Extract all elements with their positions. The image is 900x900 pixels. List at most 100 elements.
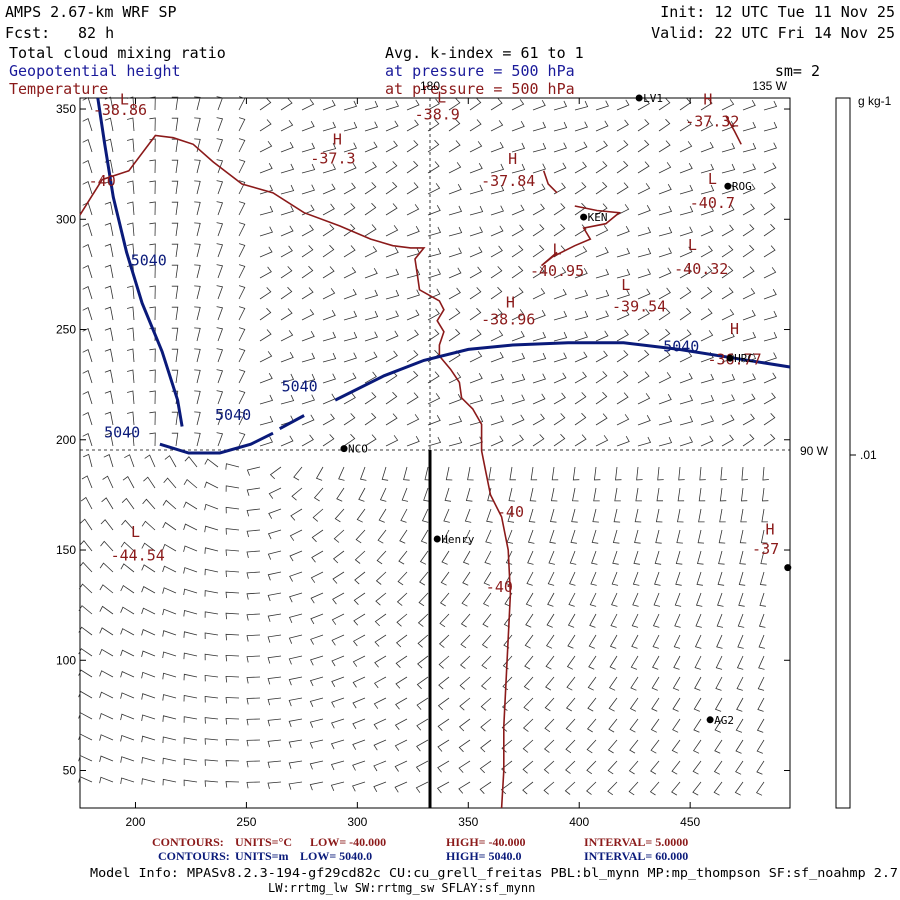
wind-barb bbox=[427, 161, 440, 174]
wind-barb bbox=[757, 697, 765, 712]
wind-barb bbox=[280, 184, 295, 195]
wind-barb bbox=[280, 142, 294, 153]
wind-barb bbox=[78, 733, 93, 741]
wind-barb bbox=[183, 758, 198, 765]
wind-barb bbox=[595, 310, 609, 321]
wind-barb bbox=[171, 138, 179, 153]
wind-barb bbox=[544, 697, 555, 712]
wind-barb bbox=[104, 222, 114, 237]
wind-barb bbox=[121, 497, 135, 510]
wind-barb bbox=[406, 204, 420, 216]
wind-barb bbox=[356, 508, 366, 523]
wind-barb bbox=[613, 508, 621, 523]
wind-barb bbox=[394, 718, 408, 731]
wind-barb bbox=[301, 265, 314, 279]
model-title: AMPS 2.67-km WRF SP bbox=[5, 3, 177, 21]
wind-barb bbox=[742, 266, 755, 279]
wind-barb bbox=[480, 676, 492, 690]
wind-barb bbox=[505, 550, 513, 565]
wind-barb bbox=[448, 98, 461, 111]
wind-barb bbox=[322, 244, 335, 258]
wind-barb bbox=[737, 634, 744, 649]
wind-barb bbox=[511, 224, 524, 237]
wind-barb bbox=[759, 592, 766, 607]
wind-barb bbox=[652, 634, 660, 649]
wind-barb bbox=[99, 562, 114, 573]
height-contour-label: 5040 bbox=[282, 377, 318, 395]
wind-barb bbox=[427, 436, 442, 447]
wind-barb bbox=[591, 550, 598, 565]
wind-barb bbox=[104, 201, 114, 216]
wind-barb bbox=[742, 142, 757, 153]
wind-barb bbox=[679, 436, 693, 447]
wind-barb bbox=[79, 540, 93, 552]
wind-barb bbox=[721, 163, 736, 174]
wind-barb bbox=[490, 435, 504, 447]
wind-barb bbox=[632, 592, 639, 607]
x-tick-label: 400 bbox=[569, 815, 589, 829]
station-label: LV1 bbox=[643, 92, 663, 105]
wind-barb bbox=[162, 757, 177, 765]
wind-barb bbox=[547, 592, 555, 607]
wind-barb bbox=[616, 247, 631, 258]
wind-barb bbox=[225, 612, 240, 620]
wind-barb bbox=[312, 508, 324, 522]
field-geopotential-height: Geopotential height bbox=[9, 62, 181, 80]
wind-barb bbox=[238, 117, 246, 132]
wind-barb bbox=[120, 777, 135, 784]
wind-barb bbox=[403, 466, 410, 481]
wind-barb bbox=[120, 563, 135, 573]
wind-barb bbox=[574, 100, 589, 111]
wind-barb bbox=[511, 163, 526, 174]
x-tick-label: 300 bbox=[347, 815, 367, 829]
wind-barb bbox=[565, 739, 576, 754]
wind-barb bbox=[385, 247, 399, 258]
wind-barb bbox=[141, 520, 156, 531]
wind-barb bbox=[679, 287, 692, 300]
wind-barb bbox=[546, 613, 555, 628]
wind-barb bbox=[334, 508, 345, 523]
wind-barb bbox=[588, 634, 597, 649]
wind-barb bbox=[658, 394, 672, 405]
wind-barb bbox=[522, 718, 534, 732]
wind-barb bbox=[721, 224, 734, 237]
station-dot bbox=[784, 564, 792, 572]
wind-barb bbox=[238, 432, 246, 447]
wind-barb bbox=[553, 310, 568, 321]
footer-low: LOW= -40.000 bbox=[310, 835, 386, 849]
y-tick-label: 300 bbox=[56, 212, 76, 226]
wind-barb bbox=[259, 266, 272, 279]
wind-barb bbox=[511, 352, 526, 363]
wind-barb bbox=[592, 508, 599, 523]
wind-barb bbox=[194, 432, 201, 447]
wind-barb bbox=[508, 487, 515, 502]
wind-barb bbox=[126, 96, 135, 111]
wind-barb bbox=[288, 697, 303, 707]
wind-barb bbox=[524, 634, 534, 649]
wind-barb bbox=[99, 712, 114, 720]
wind-barb bbox=[553, 100, 568, 111]
wind-barb bbox=[700, 98, 713, 111]
wind-barb bbox=[586, 718, 597, 733]
wind-barb bbox=[486, 508, 493, 523]
wind-barb bbox=[267, 529, 282, 540]
wind-barb bbox=[655, 508, 663, 523]
wind-barb bbox=[385, 140, 398, 153]
wind-barb bbox=[183, 588, 198, 596]
wind-barb bbox=[658, 350, 671, 363]
wind-barb bbox=[532, 288, 546, 300]
wind-barb bbox=[742, 244, 755, 258]
wind-barb bbox=[238, 327, 246, 342]
wind-barb bbox=[216, 369, 224, 384]
wind-barb bbox=[149, 306, 156, 321]
wind-barb bbox=[104, 285, 114, 300]
wind-barb bbox=[171, 411, 179, 426]
wind-barb bbox=[322, 183, 336, 195]
model-info-radiation: LW:rrtmg_lw SW:rrtmg_sw SFLAY:sf_mynn bbox=[268, 881, 535, 895]
wind-barb bbox=[355, 529, 366, 544]
extremum-value: -37 bbox=[752, 540, 779, 558]
wind-barb bbox=[385, 100, 399, 111]
meridian-label-135w: 135 W bbox=[752, 79, 787, 93]
wind-barb bbox=[373, 739, 387, 751]
wind-barb bbox=[417, 613, 429, 627]
